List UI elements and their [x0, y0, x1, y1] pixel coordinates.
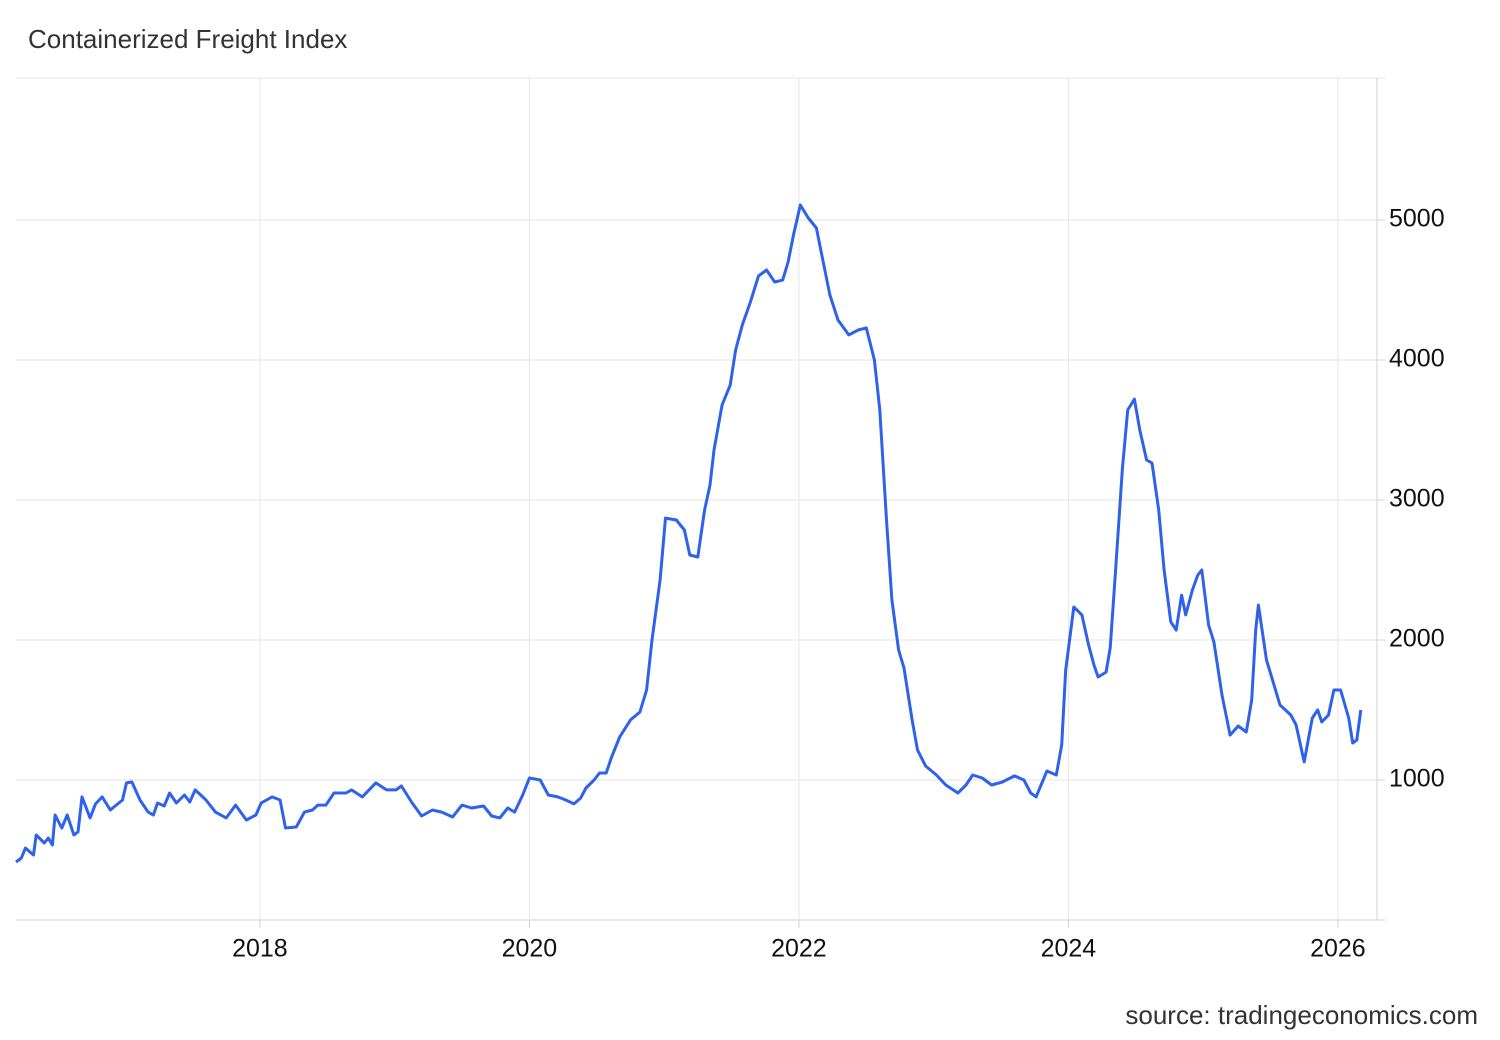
x-tick-label: 2026	[1310, 935, 1366, 963]
source-note: source: tradingeconomics.com	[1125, 1000, 1478, 1030]
y-tick-label: 3000	[1389, 485, 1445, 513]
data-line	[15, 203, 1363, 864]
y-tick-label: 1000	[1389, 765, 1445, 793]
y-tick-label: 2000	[1389, 625, 1445, 653]
y-tick-label: 5000	[1389, 205, 1445, 233]
x-tick-label: 2024	[1041, 935, 1097, 963]
chart-title: Containerized Freight Index	[28, 24, 347, 54]
y-tick-label: 4000	[1389, 345, 1445, 373]
x-tick-label: 2018	[232, 935, 288, 963]
x-tick-label: 2020	[502, 935, 558, 963]
x-tick-label: 2022	[771, 935, 827, 963]
